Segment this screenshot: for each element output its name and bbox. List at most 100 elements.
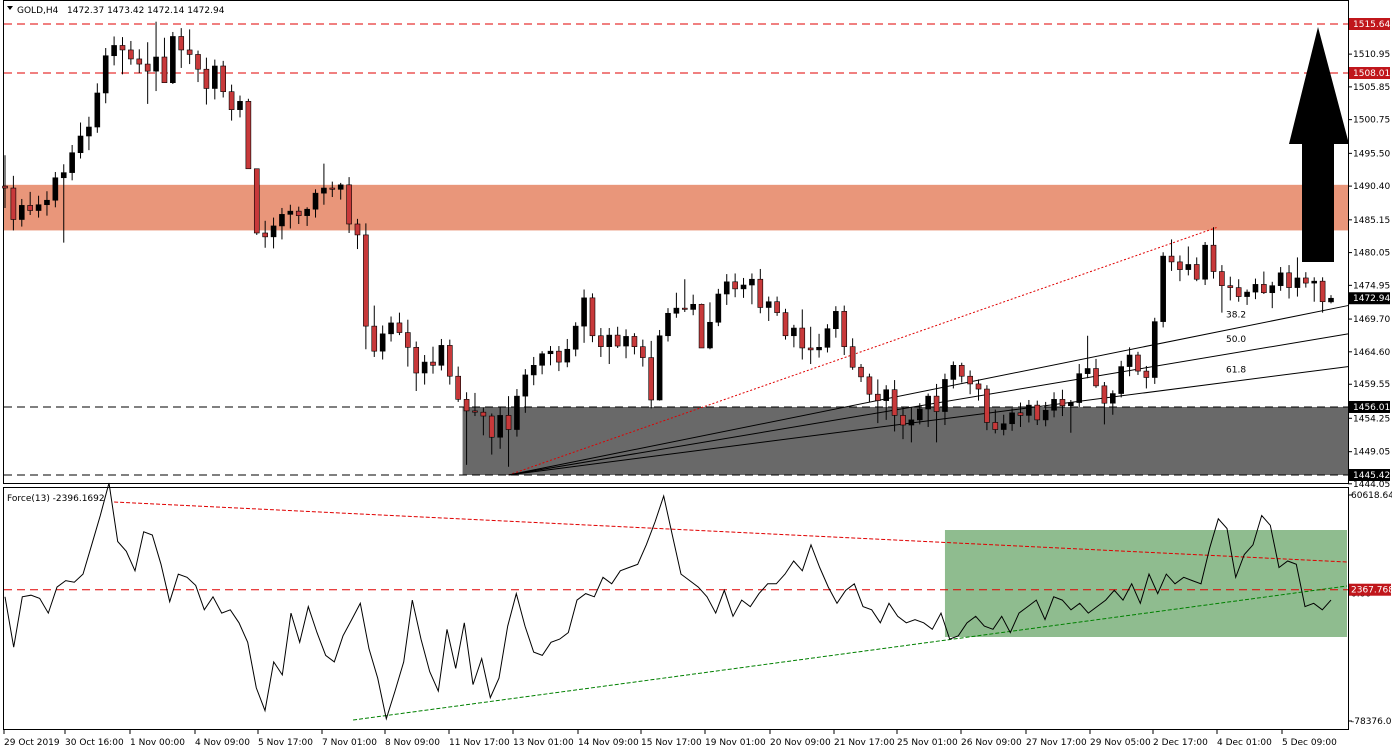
candle-body [455,375,461,400]
candle [2,155,8,208]
candle-body [111,45,117,57]
force-resistance-trend [114,501,1348,563]
candle [86,116,92,151]
candle-body [572,325,579,350]
candle [1168,239,1175,271]
candle-body [656,335,663,401]
force-axis: 60618.640.00-78376.002367.768 [1348,491,1392,727]
price-tick-label: 1510.95 [1353,50,1390,60]
candle [916,403,923,425]
ohlc-readout: 1472.37 1473.42 1472.14 1472.94 [67,6,225,16]
fib-label-50.0: 50.0 [1226,335,1246,345]
candle-body [18,205,25,220]
candle [891,380,898,432]
candle-body [1227,285,1234,288]
candle [1311,277,1318,302]
candle-body [35,204,42,211]
candle [866,373,873,402]
candle [908,407,915,443]
candle-body [1168,255,1175,263]
candle-body [60,172,67,179]
time-tick-label: 4 Nov 09:00 [195,738,250,748]
candle-body [421,361,428,374]
candle-body [606,334,613,347]
candle [212,59,218,100]
candle-body [1177,261,1183,270]
candle [572,322,579,357]
candle-body [858,366,864,378]
candle [807,326,814,365]
price-badge-label: 1508.01 [1353,69,1390,79]
candle [1286,265,1292,299]
candle [900,407,906,440]
candle-body [27,205,33,211]
candle-body [807,347,814,351]
candle [430,346,436,374]
candle [1093,358,1099,388]
candle-body [346,184,352,225]
time-tick-label: 14 Nov 09:00 [578,738,639,748]
candle [732,273,738,298]
candle-body [337,184,344,190]
time-tick-label: 30 Oct 16:00 [65,738,124,748]
candle [841,305,848,356]
candle-body [916,408,923,421]
candle [253,168,260,235]
candle [715,288,722,327]
candle-body [463,399,470,412]
price-badge-label: 1515.64 [1353,20,1390,30]
price-tick-label: 1474.95 [1353,281,1390,291]
candle-body [228,91,235,110]
candle-body [1219,271,1225,286]
candle-body [715,293,722,323]
candle-body [279,214,285,227]
candle-body [480,411,487,417]
time-tick-label: 25 Nov 01:00 [897,738,958,748]
price-tick-label: 1464.60 [1353,348,1390,358]
candle [379,325,386,360]
candle [1026,399,1032,423]
candle-body [1294,277,1301,288]
candle [967,370,973,395]
candle-body [1009,412,1015,425]
price-badge [1349,292,1390,305]
candle [102,48,109,104]
candle-body [958,365,965,377]
candle-body [1202,244,1208,280]
candle-body [690,303,696,310]
candle [698,303,705,349]
candle [589,293,596,343]
candle-body [1210,244,1217,272]
zones-layer [4,184,1348,475]
candle [723,274,730,305]
candle-body [1042,409,1049,421]
candle [262,220,268,248]
candle [833,306,839,338]
candle [707,302,713,350]
price-tick-label: 1459.55 [1353,380,1390,390]
candle-body [1277,272,1284,286]
candle [304,207,310,226]
candle [1202,241,1208,286]
candle-body [723,281,730,295]
candle-body [791,327,797,337]
candle [598,328,604,357]
candle [354,218,361,250]
time-tick-label: 21 Nov 17:00 [834,738,895,748]
dropdown-triangle-icon[interactable] [7,6,13,10]
candle-body [195,54,201,70]
price-tick-label: 1454.25 [1353,414,1390,424]
candle [77,122,84,159]
candle-body [136,58,143,65]
price-panel-frame [3,0,1349,484]
candle-body [841,311,848,347]
candle-body [405,332,411,348]
time-tick-label: 7 Nov 01:00 [322,738,377,748]
candle-body [891,389,898,416]
candle [614,326,621,348]
candle [875,379,881,424]
candle [346,177,352,233]
candle [1143,365,1150,389]
candle [413,341,420,391]
candle-body [900,415,906,426]
